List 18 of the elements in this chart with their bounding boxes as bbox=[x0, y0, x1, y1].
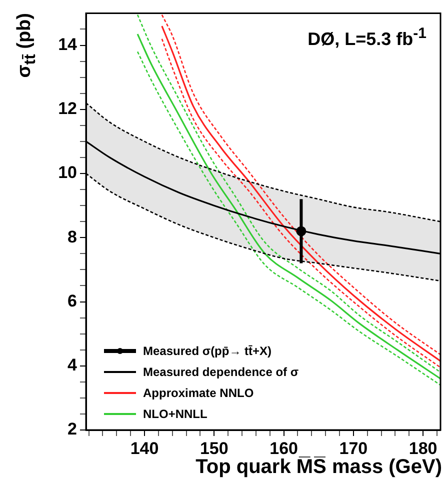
y-tick-label: 6 bbox=[68, 291, 77, 310]
x-tick-label: 170 bbox=[339, 438, 368, 458]
x-tick-label: 140 bbox=[130, 438, 159, 458]
y-tick-label: 12 bbox=[58, 99, 77, 118]
y-tick-label: 4 bbox=[68, 356, 78, 375]
y-tick-label: 2 bbox=[68, 420, 77, 439]
legend-label: Measured dependence of σ bbox=[143, 364, 299, 378]
legend-label: Measured σ(pp̄→ tt̄+X) bbox=[143, 344, 272, 358]
y-tick-label: 14 bbox=[58, 34, 78, 54]
y-tick-label: 10 bbox=[58, 163, 77, 182]
x-tick-label: 180 bbox=[408, 438, 438, 458]
legend-label: NLO+NNLL bbox=[143, 406, 208, 420]
y-tick-label: 8 bbox=[68, 227, 77, 246]
annotation: DØ, L=5.3 fb$^{-1}$ bbox=[308, 25, 426, 50]
legend-label: Approximate NNLO bbox=[143, 386, 254, 400]
x-axis-title: Top quark M̅S̅ mass (GeV) bbox=[196, 456, 442, 478]
x-tick-label: 150 bbox=[200, 438, 228, 458]
x-tick-label: 160 bbox=[270, 438, 298, 458]
